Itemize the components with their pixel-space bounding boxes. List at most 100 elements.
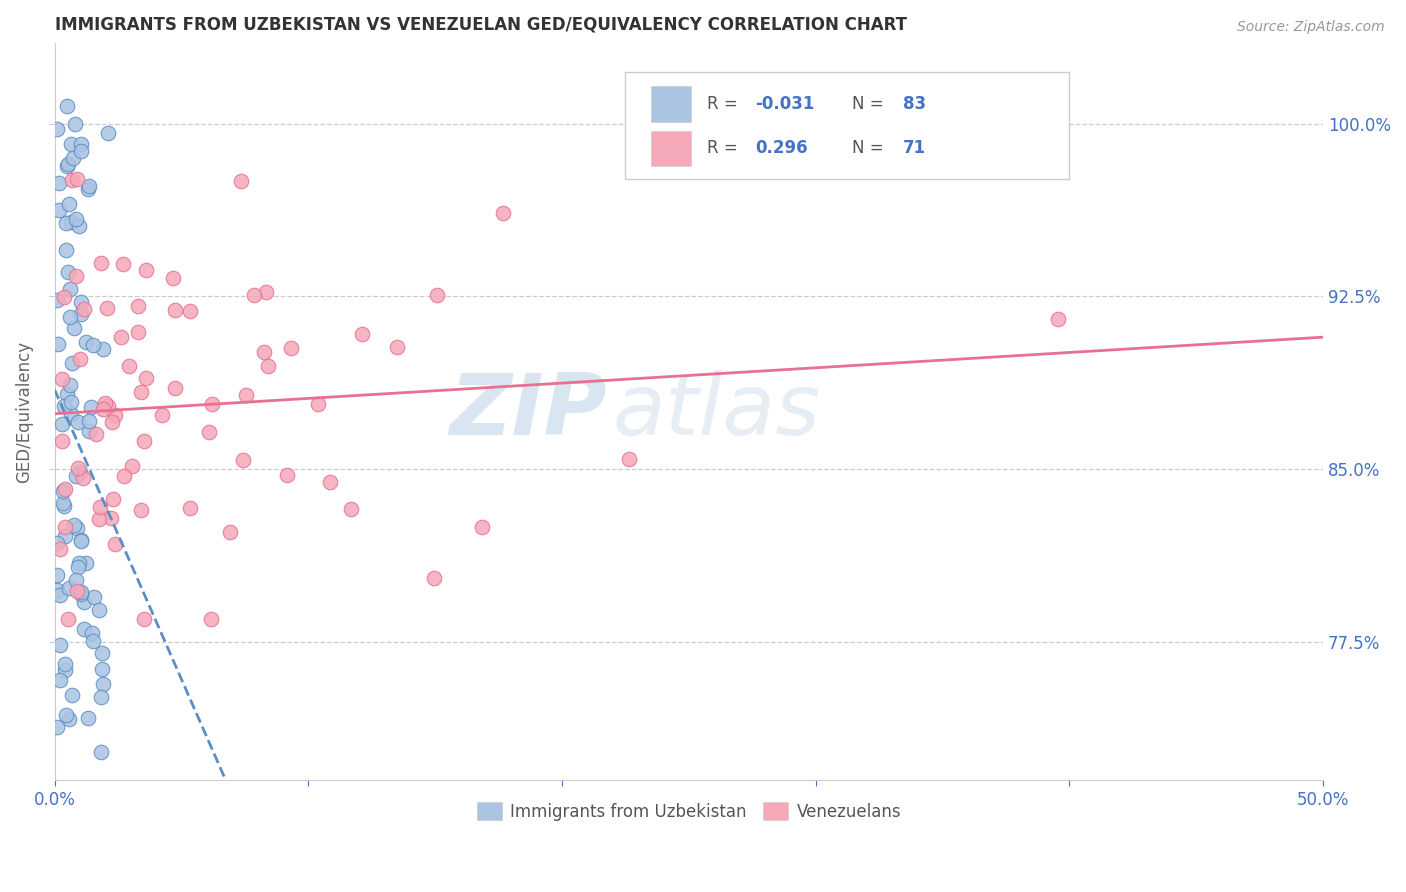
Point xyxy=(79,424,101,438)
Point xyxy=(97,399,120,413)
Text: R =: R = xyxy=(707,95,742,113)
Point xyxy=(79,178,101,193)
Point xyxy=(53,663,76,677)
Point xyxy=(59,394,82,409)
Text: 0.296: 0.296 xyxy=(755,139,807,157)
Point xyxy=(200,612,222,626)
Point xyxy=(70,307,93,321)
Point xyxy=(422,571,444,585)
Point xyxy=(46,720,69,734)
Point xyxy=(82,337,104,351)
Point xyxy=(426,288,449,302)
Point xyxy=(471,520,494,534)
Point xyxy=(101,492,124,507)
FancyBboxPatch shape xyxy=(651,87,692,122)
Point xyxy=(129,503,152,517)
Point xyxy=(163,381,186,395)
Point xyxy=(55,98,77,112)
Point xyxy=(254,285,277,299)
Point xyxy=(51,417,73,431)
Y-axis label: GED/Equivalency: GED/Equivalency xyxy=(15,341,32,483)
Point xyxy=(69,533,91,548)
Point xyxy=(1047,312,1070,326)
Point xyxy=(198,425,221,439)
Point xyxy=(53,520,76,534)
Point xyxy=(69,351,91,366)
Point xyxy=(59,282,82,296)
Point xyxy=(55,216,77,230)
Point xyxy=(51,434,73,448)
Point xyxy=(229,174,252,188)
Point xyxy=(55,159,77,173)
FancyBboxPatch shape xyxy=(626,72,1070,179)
Point xyxy=(617,452,640,467)
Point xyxy=(89,511,111,525)
Point xyxy=(90,745,112,759)
Point xyxy=(70,136,93,151)
Text: atlas: atlas xyxy=(613,370,821,453)
Point xyxy=(87,603,110,617)
Point xyxy=(97,126,120,140)
Point xyxy=(46,568,69,582)
Point xyxy=(100,510,122,524)
Point xyxy=(340,502,363,516)
Point xyxy=(77,182,100,196)
Point xyxy=(80,400,103,414)
Text: R =: R = xyxy=(707,139,742,157)
Point xyxy=(118,359,141,373)
Point xyxy=(48,176,70,190)
Point xyxy=(46,122,69,136)
Point xyxy=(77,711,100,725)
Point xyxy=(257,359,280,374)
Point xyxy=(65,268,87,283)
Point xyxy=(51,372,73,386)
Point xyxy=(104,408,127,422)
Point xyxy=(82,625,104,640)
Point xyxy=(307,397,329,411)
Point xyxy=(91,342,114,356)
Point xyxy=(66,583,89,598)
Point xyxy=(131,385,153,400)
Point xyxy=(134,612,156,626)
Point xyxy=(242,288,264,302)
Point xyxy=(280,341,302,355)
Point xyxy=(77,414,100,428)
Point xyxy=(75,335,97,350)
Point xyxy=(253,345,276,359)
Point xyxy=(49,639,72,653)
Point xyxy=(112,257,135,271)
Point xyxy=(67,556,90,570)
Point xyxy=(65,573,87,587)
Point xyxy=(276,468,298,483)
Point xyxy=(135,371,157,385)
Point xyxy=(90,256,112,270)
Point xyxy=(96,301,118,315)
Point xyxy=(127,325,149,339)
Point xyxy=(58,157,80,171)
Point xyxy=(91,677,114,691)
Point xyxy=(69,465,91,479)
Text: IMMIGRANTS FROM UZBEKISTAN VS VENEZUELAN GED/EQUIVALENCY CORRELATION CHART: IMMIGRANTS FROM UZBEKISTAN VS VENEZUELAN… xyxy=(55,15,907,33)
Point xyxy=(52,496,75,510)
Point xyxy=(60,688,83,702)
Point xyxy=(60,173,83,187)
Point xyxy=(83,591,105,605)
Point xyxy=(58,310,80,324)
Point xyxy=(235,388,257,402)
Point xyxy=(67,219,90,234)
Point xyxy=(53,399,76,413)
Point xyxy=(72,471,94,485)
Point xyxy=(65,469,87,483)
Point xyxy=(219,525,242,540)
Point xyxy=(48,203,70,218)
Point xyxy=(179,501,201,516)
Point xyxy=(46,536,69,550)
Point xyxy=(62,151,84,165)
Point xyxy=(135,263,157,277)
Point xyxy=(352,326,374,341)
Text: Source: ZipAtlas.com: Source: ZipAtlas.com xyxy=(1237,20,1385,34)
Point xyxy=(70,295,93,310)
Point xyxy=(52,290,75,304)
Point xyxy=(59,136,82,151)
Point xyxy=(110,330,132,344)
